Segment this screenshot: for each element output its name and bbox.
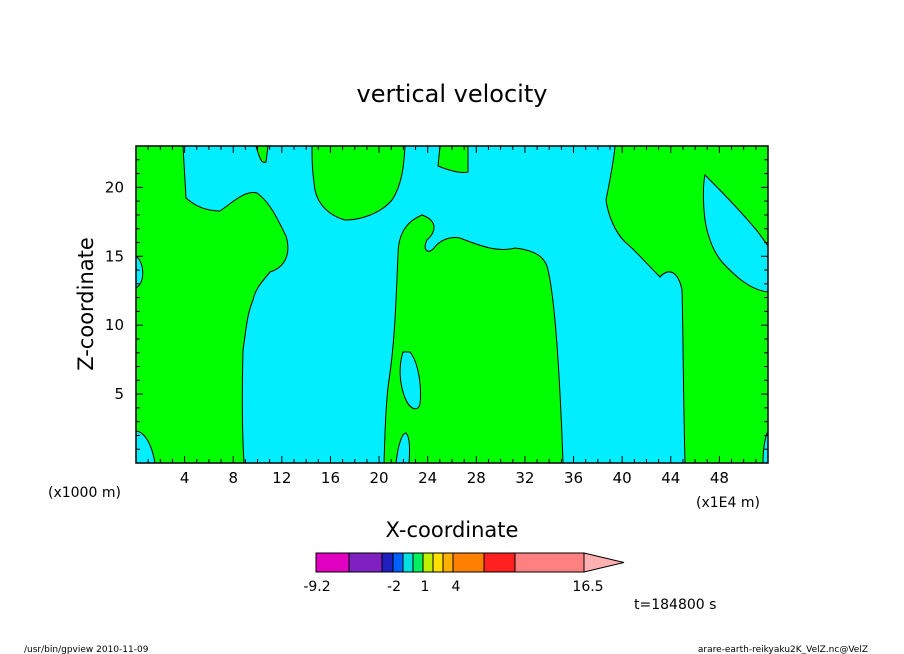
colorbar-label: 16.5: [572, 579, 603, 595]
x-tick-label: 44: [661, 469, 680, 487]
colorbar-segment: [452, 552, 485, 573]
negative-region-3: [395, 432, 411, 464]
colorbar: [315, 552, 625, 573]
colorbar-segment: [381, 552, 394, 573]
chart-title: vertical velocity: [357, 80, 548, 108]
x-tick-label: 48: [710, 469, 729, 487]
y-tick-label: 10: [105, 316, 124, 334]
colorbar-segment: [402, 552, 414, 573]
x-tick-label: 20: [370, 469, 389, 487]
x-axis-unit: (x1000 m): [48, 485, 121, 501]
colorbar-segment: [315, 552, 350, 573]
colorbar-segment: [422, 552, 434, 573]
negative-region-2: [399, 351, 421, 410]
colorbar-segment: [442, 552, 454, 573]
time-label: t=184800 s: [634, 597, 716, 613]
negative-region-0: [182, 145, 686, 464]
x-tick-label: 28: [467, 469, 486, 487]
footer-left: /usr/bin/gpview 2010-11-09: [24, 645, 149, 654]
x-tick-label: 32: [515, 469, 534, 487]
x-axis-label: X-coordinate: [386, 518, 519, 542]
footer-right: arare-earth-reikyaku2K_VelZ.nc@VelZ: [698, 645, 868, 654]
colorbar-segment: [483, 552, 516, 573]
negative-region-1: [702, 174, 769, 293]
y-tick-label: 5: [114, 385, 124, 403]
x-tick-label: 16: [321, 469, 340, 487]
colorbar-arrow: [583, 552, 625, 573]
x-tick-label: 24: [418, 469, 437, 487]
colorbar-label: 1: [421, 579, 430, 595]
colorbar-segment: [514, 552, 585, 573]
x-tick-label: 36: [564, 469, 583, 487]
x-tick-label: 40: [613, 469, 632, 487]
colorbar-segment: [432, 552, 444, 573]
x-axis-ticks: 4 8 12 16 20 24 28 32 36 40 44 48: [135, 146, 769, 487]
colorbar-segment: [348, 552, 383, 573]
y-tick-label: 20: [105, 178, 124, 196]
colorbar-segment: [412, 552, 424, 573]
y-axis-ticks: 5 10 15 20: [105, 145, 768, 464]
y-tick-label: 15: [105, 247, 124, 265]
colorbar-label: 4: [452, 579, 461, 595]
colorbar-label: -9.2: [303, 579, 330, 595]
colorbar-labels: -9.2 -2 1 4 16.5: [303, 579, 603, 595]
colorbar-label: -2: [387, 579, 401, 595]
colorbar-segment: [392, 552, 404, 573]
y-axis-unit: (x1E4 m): [696, 495, 760, 511]
y-axis-label: Z-coordinate: [74, 237, 98, 371]
x-tick-label: 8: [228, 469, 238, 487]
x-tick-label: 12: [272, 469, 291, 487]
x-tick-label: 4: [180, 469, 190, 487]
plot-area: [135, 145, 769, 464]
